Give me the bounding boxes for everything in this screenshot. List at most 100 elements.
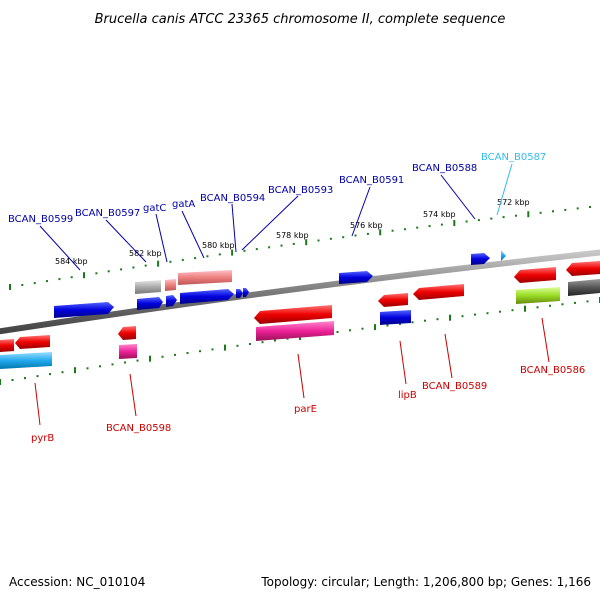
lower-track-dot	[511, 309, 514, 312]
map-title: Brucella canis ATCC 23365 chromosome II,…	[95, 12, 506, 27]
tick-label-582: 582 kbp	[129, 249, 162, 258]
gene-right-dark[interactable]	[568, 279, 600, 296]
gene-pare-red[interactable]	[254, 305, 332, 324]
lower-track-dot	[261, 341, 264, 344]
top-leader-lines	[39, 174, 476, 271]
gene-lipb-red[interactable]	[378, 293, 408, 307]
label-pare[interactable]: parE	[294, 404, 317, 415]
gene-bcan-b0593-a[interactable]	[236, 289, 243, 298]
upper-track-dot	[46, 280, 48, 283]
leader-bcan-b0591	[351, 186, 371, 237]
lower-track-dot	[274, 339, 276, 342]
gene-pyrb[interactable]	[0, 352, 52, 369]
label-bcan-b0586[interactable]: BCAN_B0586	[520, 365, 585, 376]
lower-track-dot	[199, 350, 201, 353]
upper-track-dot	[403, 228, 406, 231]
upper-track-dot	[70, 276, 73, 279]
label-bcan-b0588[interactable]: BCAN_B0588	[412, 163, 477, 174]
gene-bcan-b0587[interactable]	[501, 250, 506, 261]
lower-track-dot	[499, 310, 501, 313]
gene-bcan-b0598[interactable]	[119, 344, 137, 359]
upper-track-dot	[440, 223, 443, 226]
lower-track-major-tick	[524, 305, 526, 312]
lower-track-major-tick	[149, 355, 151, 362]
upper-track-dot	[552, 210, 554, 213]
label-pyrb[interactable]: pyrB	[31, 433, 54, 444]
label-bcan-b0589[interactable]: BCAN_B0589	[422, 381, 487, 392]
upper-track-dot	[502, 216, 505, 219]
upper-track-dot	[132, 266, 135, 269]
gene-bcan-b0596[interactable]	[137, 297, 163, 310]
lower-track-dot	[236, 344, 239, 347]
gene-bcan-b0593-b[interactable]	[243, 288, 249, 297]
lower-track-dot	[286, 337, 289, 340]
gene-right-red[interactable]	[566, 261, 600, 276]
lower-track-dot	[49, 373, 51, 376]
forward-genes	[54, 250, 506, 318]
lower-track-dot	[99, 365, 101, 368]
upper-track-dot	[354, 234, 357, 237]
leader-bcan-b0588	[440, 174, 476, 220]
upper-track-dot	[292, 242, 295, 245]
upper-track-major-tick	[305, 239, 308, 246]
leader-pare	[297, 353, 305, 399]
gene-bcan-b0586[interactable]	[516, 287, 560, 304]
label-gatc[interactable]: gatC	[143, 203, 166, 214]
tick-label-578: 578 kbp	[276, 231, 309, 240]
lower-track-dot	[424, 319, 426, 322]
lower-track-dot	[536, 306, 539, 309]
lower-track-dot	[561, 303, 564, 306]
upper-track-dot	[539, 211, 542, 214]
bottom-gene-labels: pyrB BCAN_B0598 parE lipB BCAN_B0589 BCA…	[31, 365, 585, 444]
label-gata[interactable]: gatA	[172, 199, 195, 210]
accession-text: Accession: NC_010104	[9, 575, 145, 589]
upper-track-dot	[206, 255, 209, 258]
upper-track-dot	[564, 208, 567, 211]
lower-track-major-tick	[0, 379, 1, 385]
lower-track-dot	[86, 367, 89, 370]
lower-track-dot	[24, 377, 26, 380]
lower-track-dot	[586, 300, 589, 303]
gene-bcan-b0594[interactable]	[180, 289, 234, 304]
label-bcan-b0593[interactable]: BCAN_B0593	[268, 185, 333, 196]
gene-bcan-b0595[interactable]	[166, 295, 177, 307]
lower-track-dot	[161, 355, 164, 358]
label-bcan-b0599[interactable]: BCAN_B0599	[8, 214, 73, 225]
leader-bcan-b0599	[39, 225, 81, 271]
gene-left-red[interactable]	[15, 335, 50, 349]
label-bcan-b0591[interactable]: BCAN_B0591	[339, 175, 404, 186]
gene-pare[interactable]	[256, 321, 334, 341]
upper-track-major-tick	[379, 229, 382, 236]
gene-bcan-b0588[interactable]	[471, 253, 490, 265]
gene-bcan-b0599[interactable]	[54, 302, 114, 318]
upper-track-major-tick	[453, 220, 456, 226]
tick-label-576: 576 kbp	[350, 221, 383, 230]
leader-bcan-b0597	[105, 219, 147, 263]
upper-track-major-tick	[231, 249, 234, 256]
gene-bcan-b0589[interactable]	[413, 284, 464, 300]
gene-left-partial[interactable]	[0, 339, 14, 352]
upper-track-major-tick	[83, 272, 85, 279]
gene-bcan-b0586-red[interactable]	[514, 267, 556, 283]
label-bcan-b0598[interactable]: BCAN_B0598	[106, 423, 171, 434]
chromosome-backbone	[0, 249, 600, 335]
label-bcan-b0594[interactable]: BCAN_B0594	[200, 193, 265, 204]
gene-bcan-b0597[interactable]	[135, 280, 161, 294]
lower-track-dot	[61, 371, 64, 374]
label-lipb[interactable]: lipB	[398, 390, 417, 401]
upper-track-major-tick	[157, 260, 160, 267]
gene-gata[interactable]	[178, 270, 232, 285]
upper-track-dot	[465, 220, 468, 223]
lower-track-dot	[349, 329, 351, 332]
upper-track-dot	[589, 206, 591, 208]
upper-track-dot	[366, 232, 369, 235]
lower-track-dot	[36, 375, 39, 378]
label-bcan-b0597[interactable]: BCAN_B0597	[75, 208, 140, 219]
label-bcan-b0587[interactable]: BCAN_B0587	[481, 152, 546, 163]
gene-bcan-b0591[interactable]	[339, 271, 373, 284]
gene-gatc[interactable]	[165, 279, 176, 291]
upper-track-dot	[416, 226, 419, 229]
gene-lipb[interactable]	[380, 310, 411, 325]
gene-bcan-b0598-red[interactable]	[118, 326, 136, 340]
upper-track-dot	[218, 253, 221, 256]
